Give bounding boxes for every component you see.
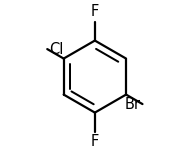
Text: F: F: [91, 4, 99, 19]
Text: F: F: [91, 134, 99, 149]
Text: Br: Br: [125, 97, 141, 112]
Text: Cl: Cl: [49, 42, 63, 57]
